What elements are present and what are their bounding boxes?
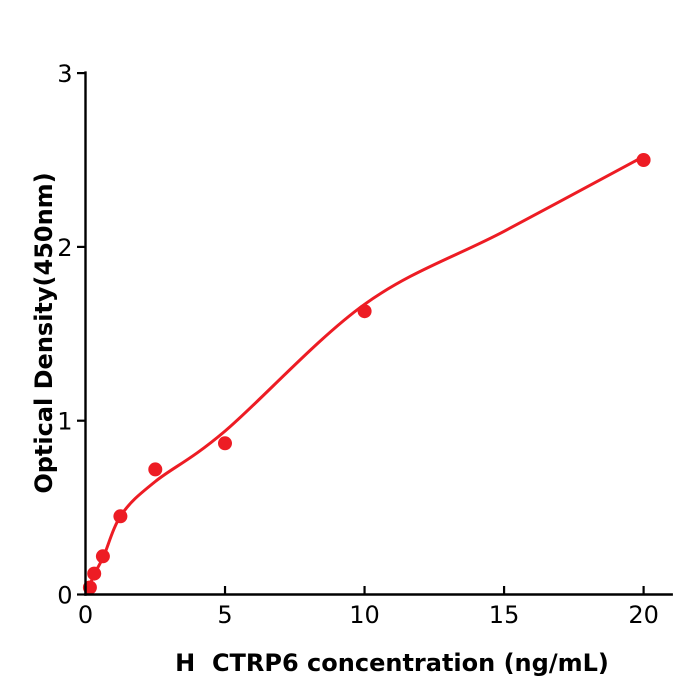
data-point [218,436,232,451]
x-tick-label: 5 [217,601,232,629]
data-point [636,153,651,167]
data-point [113,509,128,524]
fit-curve-group [84,155,645,596]
x-tick-label: 0 [78,601,93,629]
data-points-group [82,153,651,595]
y-axis-title: Optical Density(450nm) [30,172,58,494]
x-tick-label: 20 [628,601,659,629]
y-tick-label: 0 [57,582,72,610]
data-point [95,549,110,564]
x-tick-label: 15 [489,601,520,629]
tick-labels-group: 0 5 10 15 20 0 1 2 3 [57,60,659,629]
data-point [87,566,102,581]
data-point [357,304,372,319]
y-tick-label: 3 [57,60,72,88]
x-tick-label: 10 [349,601,380,629]
data-point [148,462,163,477]
x-axis-title: H CTRP6 concentration (ng/mL) [175,649,609,677]
y-tick-label: 1 [57,408,72,436]
axes-group [77,71,673,596]
y-tick-label: 2 [57,234,72,262]
fit-curve-path [84,155,645,596]
